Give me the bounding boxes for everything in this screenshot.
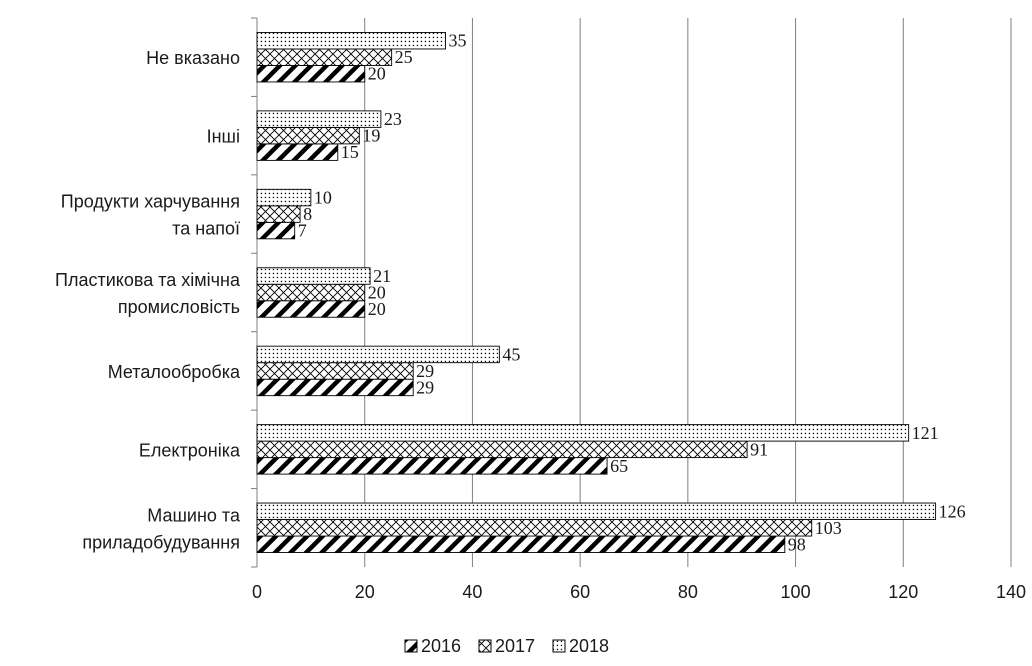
bar-2016 [256, 535, 786, 553]
bar-2017 [256, 283, 366, 302]
data-label: 20 [368, 299, 386, 319]
bar-2017 [256, 519, 813, 537]
x-tick-label: 20 [355, 582, 375, 602]
bar-2018 [256, 188, 312, 207]
data-label: 21 [373, 266, 391, 286]
x-tick-label: 100 [781, 582, 811, 602]
gridlines [364, 18, 1012, 567]
tick-labels: 0 20 40 60 80 100 120 140 [252, 582, 1026, 602]
bar-2016 [256, 143, 339, 161]
data-label: 65 [610, 456, 628, 476]
category-label: Продукти харчування та напої [61, 192, 240, 239]
data-label: 29 [416, 361, 434, 381]
data-label: 15 [341, 142, 359, 162]
category-label: Електроніка [139, 440, 241, 460]
category-label: Не вказано [146, 48, 240, 68]
x-tick-label: 120 [888, 582, 918, 602]
data-labels: 9810312665911212929452020217810151923202… [298, 31, 966, 555]
data-label: 10 [314, 188, 332, 208]
data-label: 25 [395, 47, 413, 67]
bar-2016 [256, 378, 414, 397]
bars [256, 32, 937, 553]
data-label: 103 [815, 518, 842, 538]
data-label: 8 [303, 204, 312, 224]
data-label: 23 [384, 109, 402, 129]
x-tick-label: 80 [678, 582, 698, 602]
category-label: Інші [207, 127, 240, 147]
axes [251, 17, 258, 568]
x-tick-label: 40 [462, 582, 482, 602]
data-label: 19 [362, 126, 380, 146]
data-label: 121 [912, 423, 939, 443]
bar-2017 [256, 362, 414, 380]
data-label: 20 [368, 283, 386, 303]
bar-2018 [256, 345, 500, 364]
data-label: 45 [502, 344, 520, 364]
category-label: Машино та приладобудування [82, 505, 241, 552]
data-label: 35 [449, 31, 467, 51]
legend-swatch-2016 [404, 639, 418, 653]
legend-swatch-2018 [552, 639, 566, 653]
x-tick-label: 140 [996, 582, 1026, 602]
category-label: Пластикова та хімічна промисловість [55, 270, 241, 317]
data-label: 126 [939, 501, 966, 521]
bar-2016 [256, 221, 296, 240]
bar-2018 [256, 502, 937, 520]
bar-2018 [256, 110, 382, 128]
bar-2016 [256, 300, 366, 318]
bar-2017 [256, 440, 748, 459]
bar-2017 [256, 205, 301, 223]
legend-label-2018: 2018 [569, 636, 609, 656]
data-label: 7 [298, 221, 307, 241]
bar-2016 [256, 65, 366, 83]
legend-label-2017: 2017 [495, 636, 535, 656]
bar-2018 [256, 267, 371, 285]
legend-label-2016: 2016 [421, 636, 461, 656]
category-labels: Машино та приладобудування Електроніка Мета… [55, 48, 241, 552]
bar-2018 [256, 32, 446, 50]
data-label: 20 [368, 64, 386, 84]
data-label: 98 [788, 534, 806, 554]
x-tick-label: 0 [252, 582, 262, 602]
data-label: 29 [416, 377, 434, 397]
bar-2018 [256, 424, 910, 442]
category-label: Металообробка [108, 362, 241, 382]
bar-2016 [256, 457, 608, 475]
x-tick-label: 60 [570, 582, 590, 602]
legend: 2016 2017 2018 [404, 636, 609, 656]
data-label: 91 [750, 439, 768, 459]
legend-swatch-2017 [478, 639, 492, 653]
